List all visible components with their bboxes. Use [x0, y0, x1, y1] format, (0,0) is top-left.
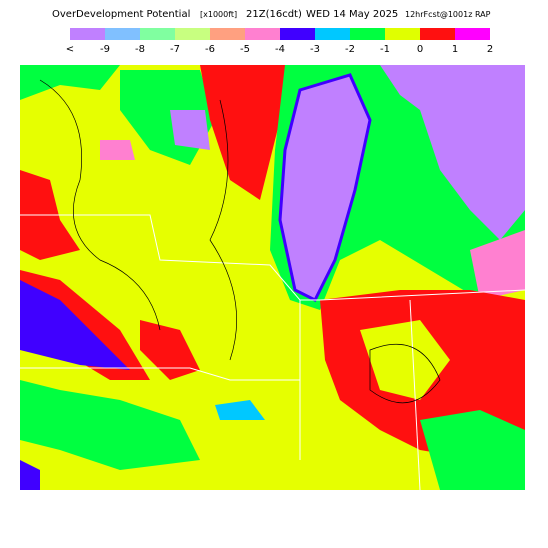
legend-label: -3 — [310, 44, 320, 55]
state-borders — [20, 214, 526, 491]
field-region — [360, 320, 450, 400]
field-region — [20, 280, 130, 370]
field-region — [100, 140, 135, 160]
legend-label: -9 — [100, 44, 110, 55]
field-region — [420, 410, 525, 490]
legend: < -9 -8 -7 -6 -5 -4 -3 -2 -1 0 1 2 — [66, 28, 493, 55]
title: OverDevelopment Potential — [52, 9, 190, 20]
field-region — [20, 380, 200, 470]
legend-swatch — [455, 28, 490, 40]
field-region — [20, 65, 120, 100]
field-region — [215, 400, 265, 420]
legend-label: < — [66, 44, 74, 55]
contours — [39, 79, 441, 404]
legend-swatch — [245, 28, 280, 40]
date: WED 14 May 2025 — [306, 9, 398, 20]
legend-swatch — [385, 28, 420, 40]
units: [x1000ft] — [200, 10, 237, 19]
legend-label: 1 — [452, 44, 458, 55]
legend-label: 2 — [487, 44, 493, 55]
legend-label: -2 — [345, 44, 355, 55]
legend-label: -5 — [240, 44, 250, 55]
legend-swatch — [280, 28, 315, 40]
field-region — [170, 110, 210, 150]
legend-swatch — [175, 28, 210, 40]
legend-swatch — [420, 28, 455, 40]
legend-swatch — [105, 28, 140, 40]
map — [20, 65, 526, 491]
legend-label: 0 — [417, 44, 423, 55]
valid-time: 21Z(16cdt) — [246, 9, 302, 20]
lake-huron — [380, 65, 525, 240]
legend-label: -8 — [135, 44, 145, 55]
legend-swatch — [315, 28, 350, 40]
legend-swatch — [70, 28, 105, 40]
legend-swatch — [210, 28, 245, 40]
legend-label: -1 — [380, 44, 390, 55]
field-region — [200, 65, 290, 200]
legend-swatch — [350, 28, 385, 40]
run-info: 12hrFcst@1001z RAP — [405, 10, 491, 19]
legend-label: -6 — [205, 44, 215, 55]
lake-michigan — [278, 73, 372, 303]
field-region — [20, 460, 40, 490]
field-region — [140, 320, 200, 380]
legend-swatch — [140, 28, 175, 40]
legend-label: -4 — [275, 44, 285, 55]
legend-label: -7 — [170, 44, 180, 55]
field-region — [470, 230, 525, 300]
